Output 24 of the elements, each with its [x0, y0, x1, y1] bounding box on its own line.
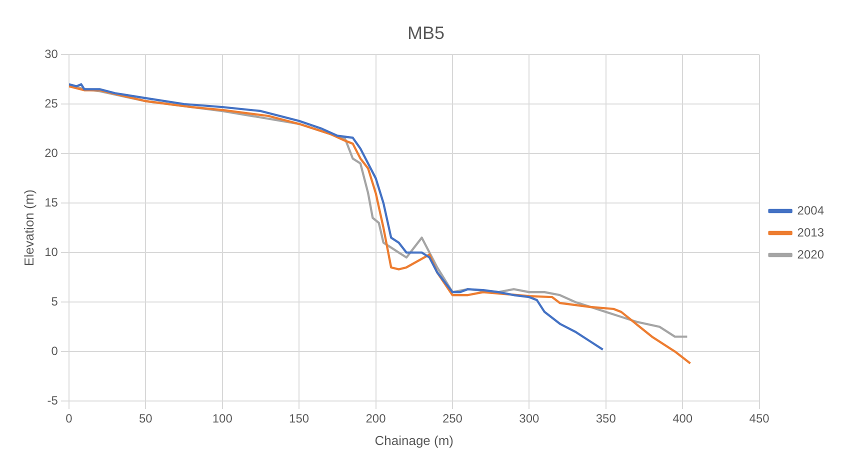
x-tick-label: 250	[442, 412, 463, 426]
x-tick-label: 50	[138, 412, 153, 426]
y-tick-label: 20	[44, 146, 58, 160]
legend-label: 2004	[797, 203, 824, 218]
chart-title: MB5	[407, 22, 445, 43]
y-tick-label: 25	[44, 96, 58, 110]
y-tick-label: 0	[51, 344, 58, 358]
y-tick-label: 10	[44, 244, 58, 259]
x-tick-label: 150	[289, 412, 310, 426]
x-tick-label: 100	[212, 412, 233, 426]
y-axis-title: Elevation (m)	[21, 190, 36, 266]
y-tick-label: -5	[47, 393, 58, 408]
x-tick-label: 450	[749, 412, 770, 426]
y-tick-label: 5	[51, 294, 58, 308]
y-tick-label: 30	[44, 46, 58, 61]
x-tick-label: 0	[66, 412, 73, 426]
x-tick-label: 400	[672, 412, 693, 426]
x-tick-label: 350	[596, 412, 616, 426]
y-tick-label: 15	[44, 195, 58, 210]
legend-label: 2020	[797, 247, 824, 262]
x-tick-label: 300	[519, 412, 540, 426]
x-tick-label: 200	[366, 412, 386, 426]
legend-label: 2013	[797, 225, 824, 240]
x-axis-title: Chainage (m)	[374, 432, 454, 448]
